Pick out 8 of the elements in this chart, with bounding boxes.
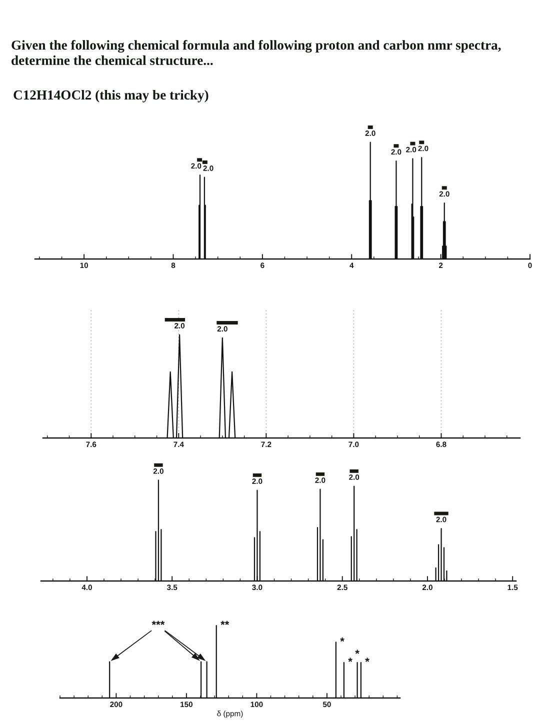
chart-title: Given the following chemical formula and following proton and carbon nmr spectra, determine the chemical structure... [12, 40, 501, 66]
annotation: * [340, 637, 344, 642]
chart-subtitle: C12H14OCl2 (this may be tricky) [14, 90, 208, 102]
annotation: * [348, 658, 352, 662]
annotation: ** [220, 620, 230, 625]
annotation: * [365, 658, 370, 662]
annotation: * [355, 650, 360, 654]
text: *** [152, 620, 165, 625]
